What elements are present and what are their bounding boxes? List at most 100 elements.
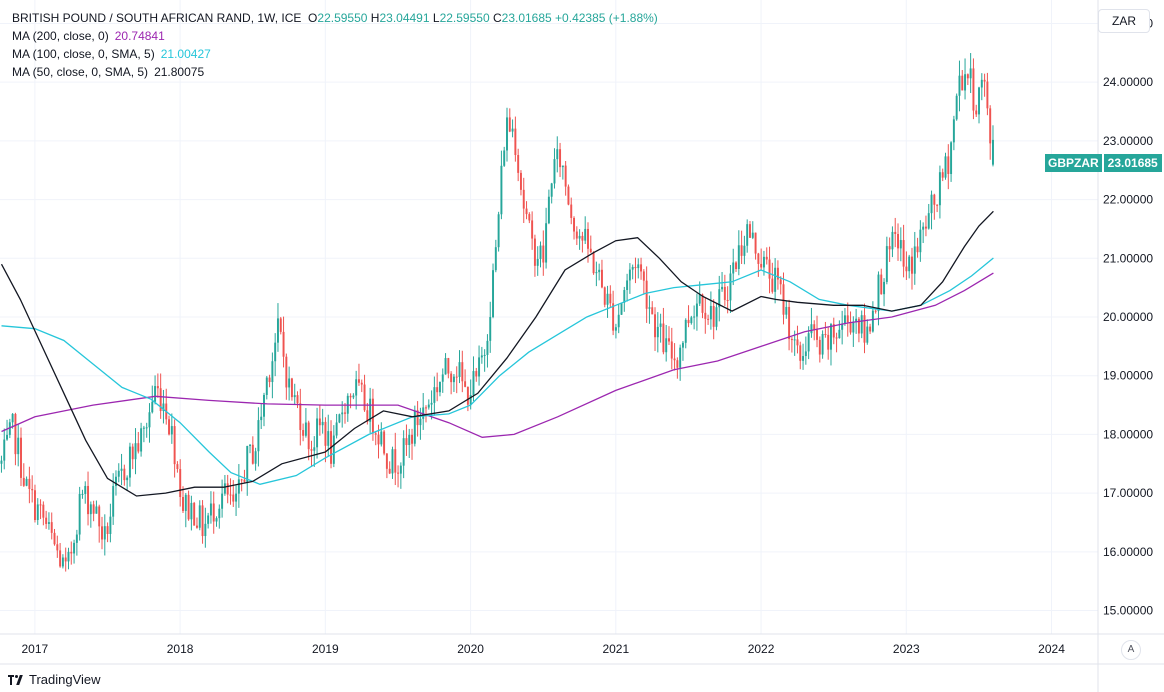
x-tick-label: 2022: [748, 642, 775, 656]
candle-body: [684, 319, 687, 343]
candle-body: [961, 75, 964, 91]
candle-body: [659, 323, 662, 327]
symbol-ohlc-line[interactable]: BRITISH POUND / SOUTH AFRICAN RAND, 1W, …: [12, 9, 658, 27]
candle-body: [779, 279, 782, 285]
candle-body: [841, 323, 844, 330]
candle-body: [874, 310, 877, 312]
candle-body: [374, 433, 377, 435]
candle-body: [975, 110, 978, 115]
candle-body: [321, 421, 324, 426]
candle-body: [95, 506, 98, 514]
candle-body: [793, 339, 796, 341]
candle-body: [880, 274, 883, 295]
candle-body: [782, 284, 785, 315]
ma50-line: [0, 210, 994, 497]
candle-body: [595, 272, 598, 274]
candle-body: [344, 412, 346, 414]
candle-body: [366, 410, 369, 422]
candle-body: [743, 245, 746, 256]
candle-body: [628, 269, 631, 281]
candle-body: [408, 434, 411, 445]
candle-body: [276, 318, 279, 343]
candle-body: [944, 156, 947, 178]
y-tick-label: 18.00000: [1103, 427, 1153, 441]
candle-body: [503, 150, 506, 166]
candle-body: [137, 443, 140, 452]
candle-body: [195, 525, 198, 528]
candle-body: [433, 387, 436, 403]
candle-body: [614, 327, 617, 331]
candle-body: [790, 339, 793, 341]
y-tick-label: 17.00000: [1103, 486, 1153, 500]
candle-body: [402, 438, 405, 466]
candle-body: [517, 155, 520, 173]
candle-body: [436, 387, 439, 393]
candle-body: [447, 358, 450, 374]
candle-body: [128, 446, 131, 478]
candle-body: [654, 314, 657, 338]
candle-body: [112, 486, 115, 517]
candle-body: [911, 256, 913, 274]
candle-body: [218, 508, 221, 519]
candle-body: [913, 246, 916, 274]
candle-body: [589, 248, 592, 253]
candle-body: [866, 326, 869, 343]
candle-body: [156, 386, 159, 389]
price-tag-symbol: GBPZAR: [1045, 154, 1102, 172]
candle-body: [279, 318, 282, 332]
ma200-legend[interactable]: MA (200, close, 0) 20.74841: [12, 27, 658, 45]
candle-body: [391, 449, 394, 474]
candle-body: [536, 258, 539, 266]
candle-body: [519, 172, 522, 190]
candle-body: [701, 294, 704, 313]
candle-body: [369, 398, 372, 422]
candle-body: [712, 306, 715, 327]
x-tick-label: 2020: [457, 642, 484, 656]
candle-body: [89, 504, 92, 515]
candle-body: [545, 223, 548, 263]
candle-body: [578, 235, 581, 239]
candle-body: [894, 231, 897, 234]
candle-body: [852, 321, 855, 333]
candle-body: [377, 434, 380, 445]
candle-body: [774, 267, 777, 292]
tradingview-brand[interactable]: TradingView: [8, 672, 101, 687]
ma100-legend[interactable]: MA (100, close, 0, SMA, 5) 21.00427: [12, 45, 658, 63]
candle-body: [176, 464, 179, 470]
candle-body: [531, 220, 534, 239]
candle-body: [394, 449, 397, 473]
candle-body: [405, 438, 408, 445]
ma50-legend[interactable]: MA (50, close, 0, SMA, 5) 21.80075: [12, 63, 658, 81]
candle-body: [718, 289, 721, 308]
candle-body: [285, 356, 288, 388]
candle-body: [53, 532, 56, 545]
candle-body: [888, 246, 891, 250]
candle-body: [885, 246, 888, 282]
candle-body: [162, 403, 165, 412]
candle-body: [704, 312, 707, 319]
candle-body: [799, 345, 802, 361]
candle-body: [676, 360, 679, 368]
candle-body: [461, 362, 464, 382]
candle-body: [693, 316, 696, 318]
candle-body: [67, 551, 70, 562]
auto-scale-button[interactable]: A: [1121, 640, 1141, 660]
candle-body: [260, 416, 263, 421]
candle-body: [821, 333, 824, 355]
candle-body: [947, 156, 950, 174]
x-tick-label: 2017: [22, 642, 49, 656]
candle-body: [824, 333, 827, 335]
candle-body: [620, 302, 623, 315]
candle-body: [776, 267, 779, 280]
candle-body: [327, 431, 330, 446]
candle-body: [698, 294, 701, 304]
candle-body: [936, 204, 939, 206]
candle-body: [600, 269, 603, 288]
low-label: L: [432, 11, 440, 25]
candle-body: [871, 310, 874, 332]
currency-button[interactable]: ZAR: [1098, 9, 1150, 33]
candle-body: [922, 226, 925, 230]
candle-body: [757, 253, 760, 264]
